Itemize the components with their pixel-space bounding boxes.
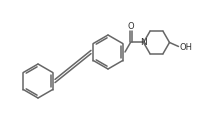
Text: O: O	[127, 22, 134, 31]
Text: OH: OH	[180, 43, 192, 52]
Text: N: N	[140, 38, 147, 47]
